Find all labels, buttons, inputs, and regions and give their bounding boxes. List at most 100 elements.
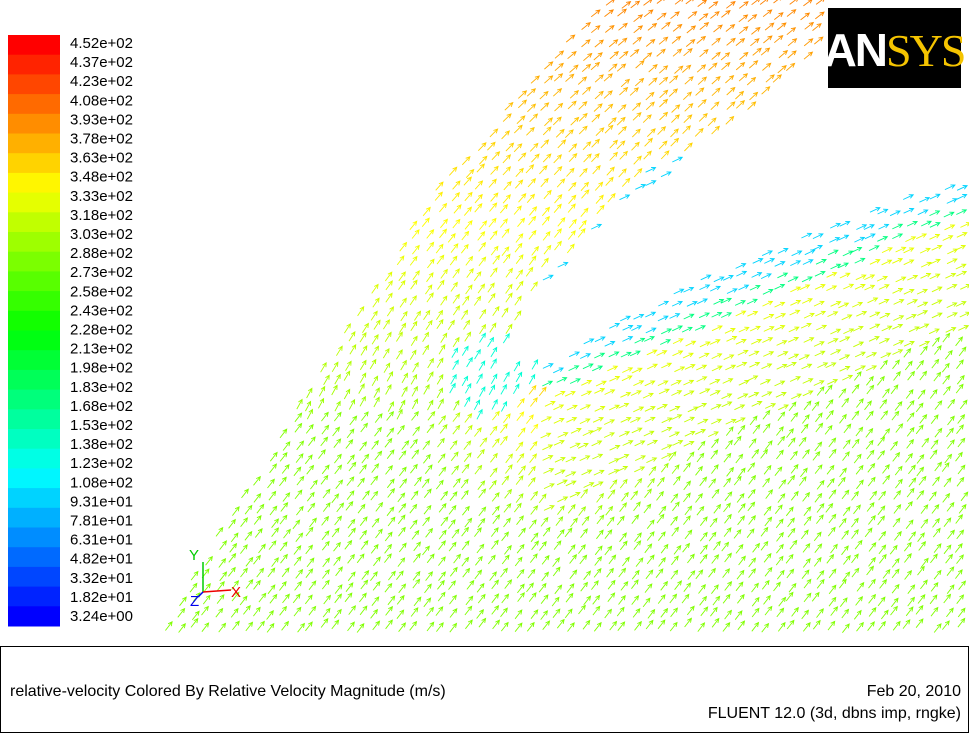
velocity-vector bbox=[644, 488, 652, 498]
velocity-vector bbox=[293, 606, 302, 617]
velocity-vector bbox=[774, 325, 786, 331]
velocity-vector bbox=[552, 116, 562, 126]
legend-label: 1.83e+02 bbox=[70, 379, 133, 396]
velocity-vector bbox=[725, 439, 733, 450]
velocity-vector bbox=[776, 569, 785, 580]
velocity-vector bbox=[552, 566, 561, 577]
velocity-vector bbox=[864, 274, 876, 281]
velocity-vector bbox=[683, 379, 695, 386]
velocity-vector bbox=[619, 540, 628, 551]
velocity-vector bbox=[345, 582, 354, 592]
velocity-vector bbox=[228, 518, 236, 529]
velocity-vector bbox=[385, 384, 392, 395]
velocity-vector bbox=[427, 410, 436, 421]
velocity-vector bbox=[801, 609, 809, 620]
velocity-vector bbox=[892, 359, 900, 370]
legend-label: 4.37e+02 bbox=[70, 54, 133, 71]
velocity-vector bbox=[956, 209, 968, 215]
velocity-vector bbox=[517, 427, 526, 438]
velocity-vector bbox=[802, 491, 811, 502]
velocity-vector bbox=[426, 621, 435, 632]
velocity-vector bbox=[281, 567, 290, 578]
velocity-vector bbox=[449, 255, 458, 266]
velocity-vector bbox=[616, 606, 625, 617]
velocity-vector bbox=[305, 621, 313, 632]
velocity-vector bbox=[785, 361, 797, 368]
velocity-vector bbox=[427, 399, 434, 411]
legend-swatch bbox=[8, 291, 60, 312]
velocity-vector bbox=[699, 22, 710, 30]
velocity-vector bbox=[851, 490, 859, 501]
velocity-vector bbox=[622, 440, 634, 446]
velocity-vector bbox=[803, 578, 812, 589]
velocity-vector bbox=[527, 103, 537, 113]
velocity-vector bbox=[646, 128, 656, 138]
velocity-vector bbox=[543, 505, 555, 511]
velocity-vector bbox=[178, 623, 186, 633]
velocity-vector bbox=[397, 424, 405, 435]
velocity-vector bbox=[958, 346, 967, 357]
velocity-vector bbox=[448, 166, 458, 176]
velocity-vector bbox=[564, 390, 576, 397]
velocity-vector bbox=[814, 270, 826, 277]
velocity-vector bbox=[763, 594, 771, 605]
velocity-vector bbox=[347, 621, 355, 632]
legend-label: 1.38e+02 bbox=[70, 436, 133, 453]
velocity-vector bbox=[609, 376, 621, 382]
velocity-vector bbox=[869, 259, 881, 265]
legend-label: 1.98e+02 bbox=[70, 360, 133, 377]
velocity-vector bbox=[539, 541, 547, 551]
velocity-vector bbox=[529, 113, 539, 123]
velocity-vector bbox=[397, 492, 406, 503]
velocity-vector bbox=[774, 466, 783, 476]
velocity-vector bbox=[868, 556, 876, 567]
velocity-vector bbox=[426, 423, 435, 434]
velocity-vector bbox=[791, 250, 803, 257]
velocity-vector bbox=[426, 553, 435, 564]
velocity-vector bbox=[253, 579, 261, 590]
velocity-vector bbox=[565, 34, 576, 43]
velocity-vector bbox=[915, 604, 924, 615]
velocity-vector bbox=[711, 584, 719, 594]
velocity-vector bbox=[543, 244, 552, 255]
velocity-vector bbox=[477, 231, 486, 241]
velocity-vector bbox=[921, 437, 930, 448]
velocity-vector bbox=[179, 596, 187, 607]
velocity-vector bbox=[515, 441, 524, 452]
velocity-vector bbox=[462, 295, 470, 306]
velocity-vector bbox=[841, 545, 849, 556]
velocity-vector bbox=[868, 336, 880, 342]
velocity-vector bbox=[826, 409, 834, 420]
velocity-vector bbox=[452, 293, 460, 304]
velocity-vector bbox=[253, 606, 261, 617]
legend-swatch bbox=[8, 251, 60, 272]
velocity-vector bbox=[578, 219, 587, 230]
velocity-vector bbox=[893, 490, 902, 500]
velocity-vector bbox=[331, 619, 340, 630]
velocity-vector bbox=[647, 477, 655, 488]
velocity-vector bbox=[827, 526, 836, 537]
velocity-vector bbox=[294, 412, 303, 423]
velocity-vector bbox=[827, 620, 836, 631]
velocity-vector bbox=[657, 531, 666, 541]
velocity-vector bbox=[842, 451, 850, 461]
velocity-vector bbox=[813, 380, 825, 386]
velocity-vector bbox=[631, 367, 643, 374]
velocity-vector bbox=[413, 541, 421, 552]
velocity-vector bbox=[596, 529, 604, 540]
velocity-vector bbox=[462, 567, 471, 578]
velocity-vector bbox=[447, 319, 455, 330]
velocity-vector bbox=[765, 403, 777, 409]
velocity-vector bbox=[721, 312, 733, 318]
velocity-vector bbox=[825, 362, 837, 369]
velocity-vector bbox=[396, 594, 405, 605]
velocity-vector bbox=[928, 328, 940, 335]
velocity-vector bbox=[946, 584, 955, 594]
velocity-vector bbox=[670, 128, 679, 138]
velocity-vector bbox=[308, 605, 317, 616]
velocity-vector bbox=[541, 554, 550, 565]
velocity-vector bbox=[348, 398, 356, 410]
velocity-vector bbox=[605, 505, 614, 516]
velocity-vector bbox=[474, 427, 482, 437]
triad-z-label: Z bbox=[190, 593, 199, 610]
